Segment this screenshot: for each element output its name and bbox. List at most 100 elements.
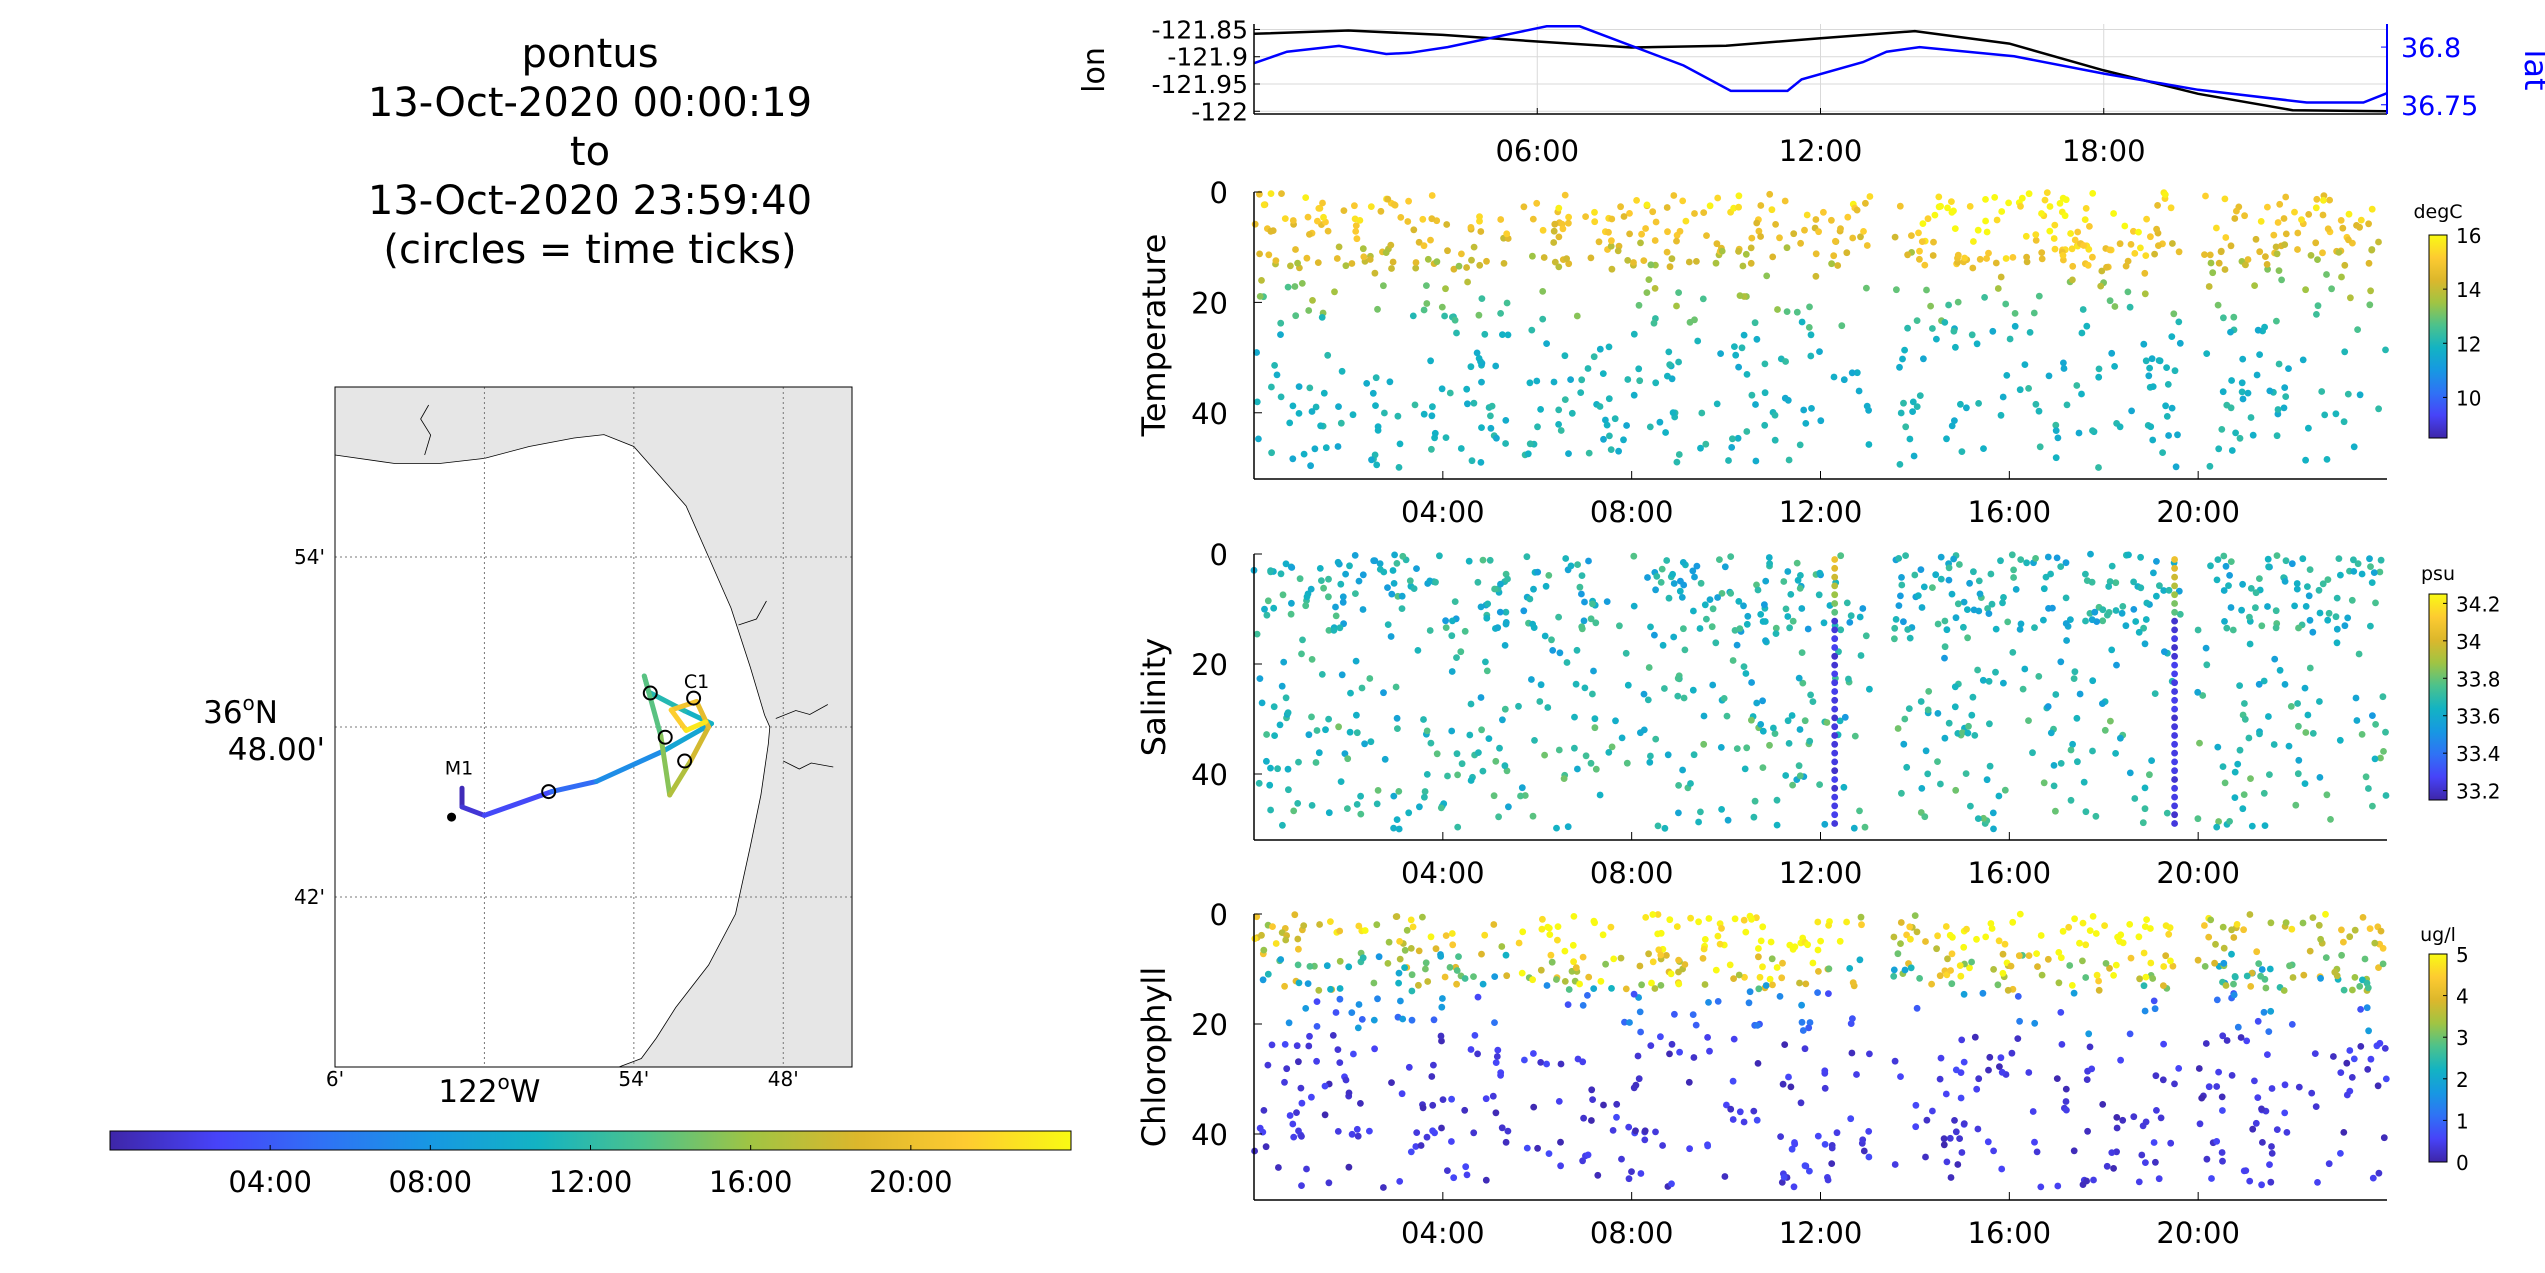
data-point [1742, 670, 1750, 677]
data-point [1767, 938, 1775, 946]
data-point [1614, 247, 1622, 255]
data-point [1602, 416, 1609, 424]
data-point [2103, 1162, 2111, 1170]
data-point [1735, 203, 1742, 211]
temperature-y-tick-label: 20 [1191, 286, 1228, 320]
data-point [1809, 698, 1817, 705]
data-point [2252, 604, 2259, 612]
data-point [1677, 577, 1684, 585]
data-point [1720, 695, 1728, 702]
data-point [1352, 590, 1359, 597]
salinity-colorbar-tick-label: 33.4 [2456, 742, 2501, 766]
data-point [1533, 199, 1541, 207]
data-point [2331, 968, 2339, 976]
data-point [1898, 789, 1905, 797]
data-point [1738, 344, 1746, 352]
data-point [1336, 995, 1344, 1003]
data-point [1266, 781, 1274, 789]
data-point [2029, 1108, 2037, 1115]
data-point [1712, 639, 1720, 647]
data-point [1404, 218, 1412, 225]
data-point [1571, 744, 1578, 752]
data-point [1916, 247, 1923, 255]
data-point [2071, 915, 2079, 923]
track-segment [641, 673, 664, 738]
data-point [1646, 423, 1654, 431]
cast-point [2171, 679, 2179, 687]
data-point [1359, 245, 1367, 253]
data-point [1616, 622, 1623, 630]
data-point [2254, 1017, 2262, 1025]
data-point [2004, 618, 2012, 626]
data-point [1350, 1050, 1357, 1058]
data-point [1599, 370, 1607, 377]
data-point [1451, 598, 1459, 605]
data-point [1733, 745, 1741, 752]
data-point [1954, 600, 1962, 608]
chlorophyll-colorbar-label: ug/l [2420, 924, 2456, 946]
track-segment [481, 789, 555, 818]
data-point [1638, 230, 1645, 238]
data-point [1553, 976, 1560, 983]
data-point [2207, 259, 2215, 267]
data-point [1626, 210, 1633, 217]
data-point [1335, 723, 1342, 731]
data-point [1945, 564, 1953, 572]
data-point [1352, 657, 1360, 665]
salinity-colorbar-bar [2428, 593, 2448, 801]
data-point [2215, 259, 2223, 267]
data-point [1479, 767, 1487, 775]
data-point [2070, 989, 2078, 997]
data-point [1589, 690, 1596, 698]
cast-point [1831, 776, 1839, 783]
data-point [1806, 1167, 1813, 1175]
data-point [1806, 737, 1814, 745]
data-point [2108, 562, 2116, 570]
data-point [2368, 246, 2376, 254]
data-point [2141, 1007, 2149, 1015]
data-point [2280, 987, 2288, 994]
data-point [1470, 243, 1478, 251]
data-point [1608, 265, 1616, 273]
data-point [1307, 462, 1314, 470]
data-point [2131, 795, 2139, 802]
data-point [1422, 965, 1429, 973]
data-point [1315, 749, 1323, 757]
data-point [2142, 1159, 2149, 1166]
data-point [2371, 755, 2379, 763]
data-point [1821, 1067, 1829, 1075]
data-point [1370, 557, 1378, 565]
lonlat-x-tick-label: 12:00 [1779, 134, 1863, 168]
data-point [1536, 698, 1544, 705]
data-point [2126, 921, 2134, 928]
data-point [2247, 775, 2254, 782]
data-point [1613, 1113, 1620, 1121]
cast-point [1831, 811, 1839, 819]
data-point [2113, 1124, 2121, 1132]
data-point [2052, 807, 2059, 815]
data-point [1336, 1059, 1344, 1066]
data-point [1442, 285, 1449, 293]
data-point [2147, 959, 2155, 967]
data-point [1666, 263, 1674, 271]
data-point [2302, 729, 2310, 736]
data-point [2367, 622, 2374, 630]
data-point [1645, 664, 1653, 671]
data-point [2149, 383, 2157, 390]
data-point [2228, 377, 2236, 384]
data-point [2141, 805, 2149, 813]
data-point [2302, 286, 2310, 294]
data-point [2147, 233, 2154, 241]
data-point [1840, 376, 1848, 384]
cast-point [1831, 793, 1839, 801]
data-point [2215, 1068, 2223, 1076]
data-point [1666, 1050, 1673, 1058]
data-point [2082, 570, 2089, 578]
data-point [1306, 231, 1313, 238]
data-point [2059, 194, 2067, 202]
data-point [1791, 1140, 1799, 1148]
data-point [2307, 252, 2315, 259]
data-point [1457, 648, 1465, 656]
data-point [2254, 1094, 2262, 1101]
